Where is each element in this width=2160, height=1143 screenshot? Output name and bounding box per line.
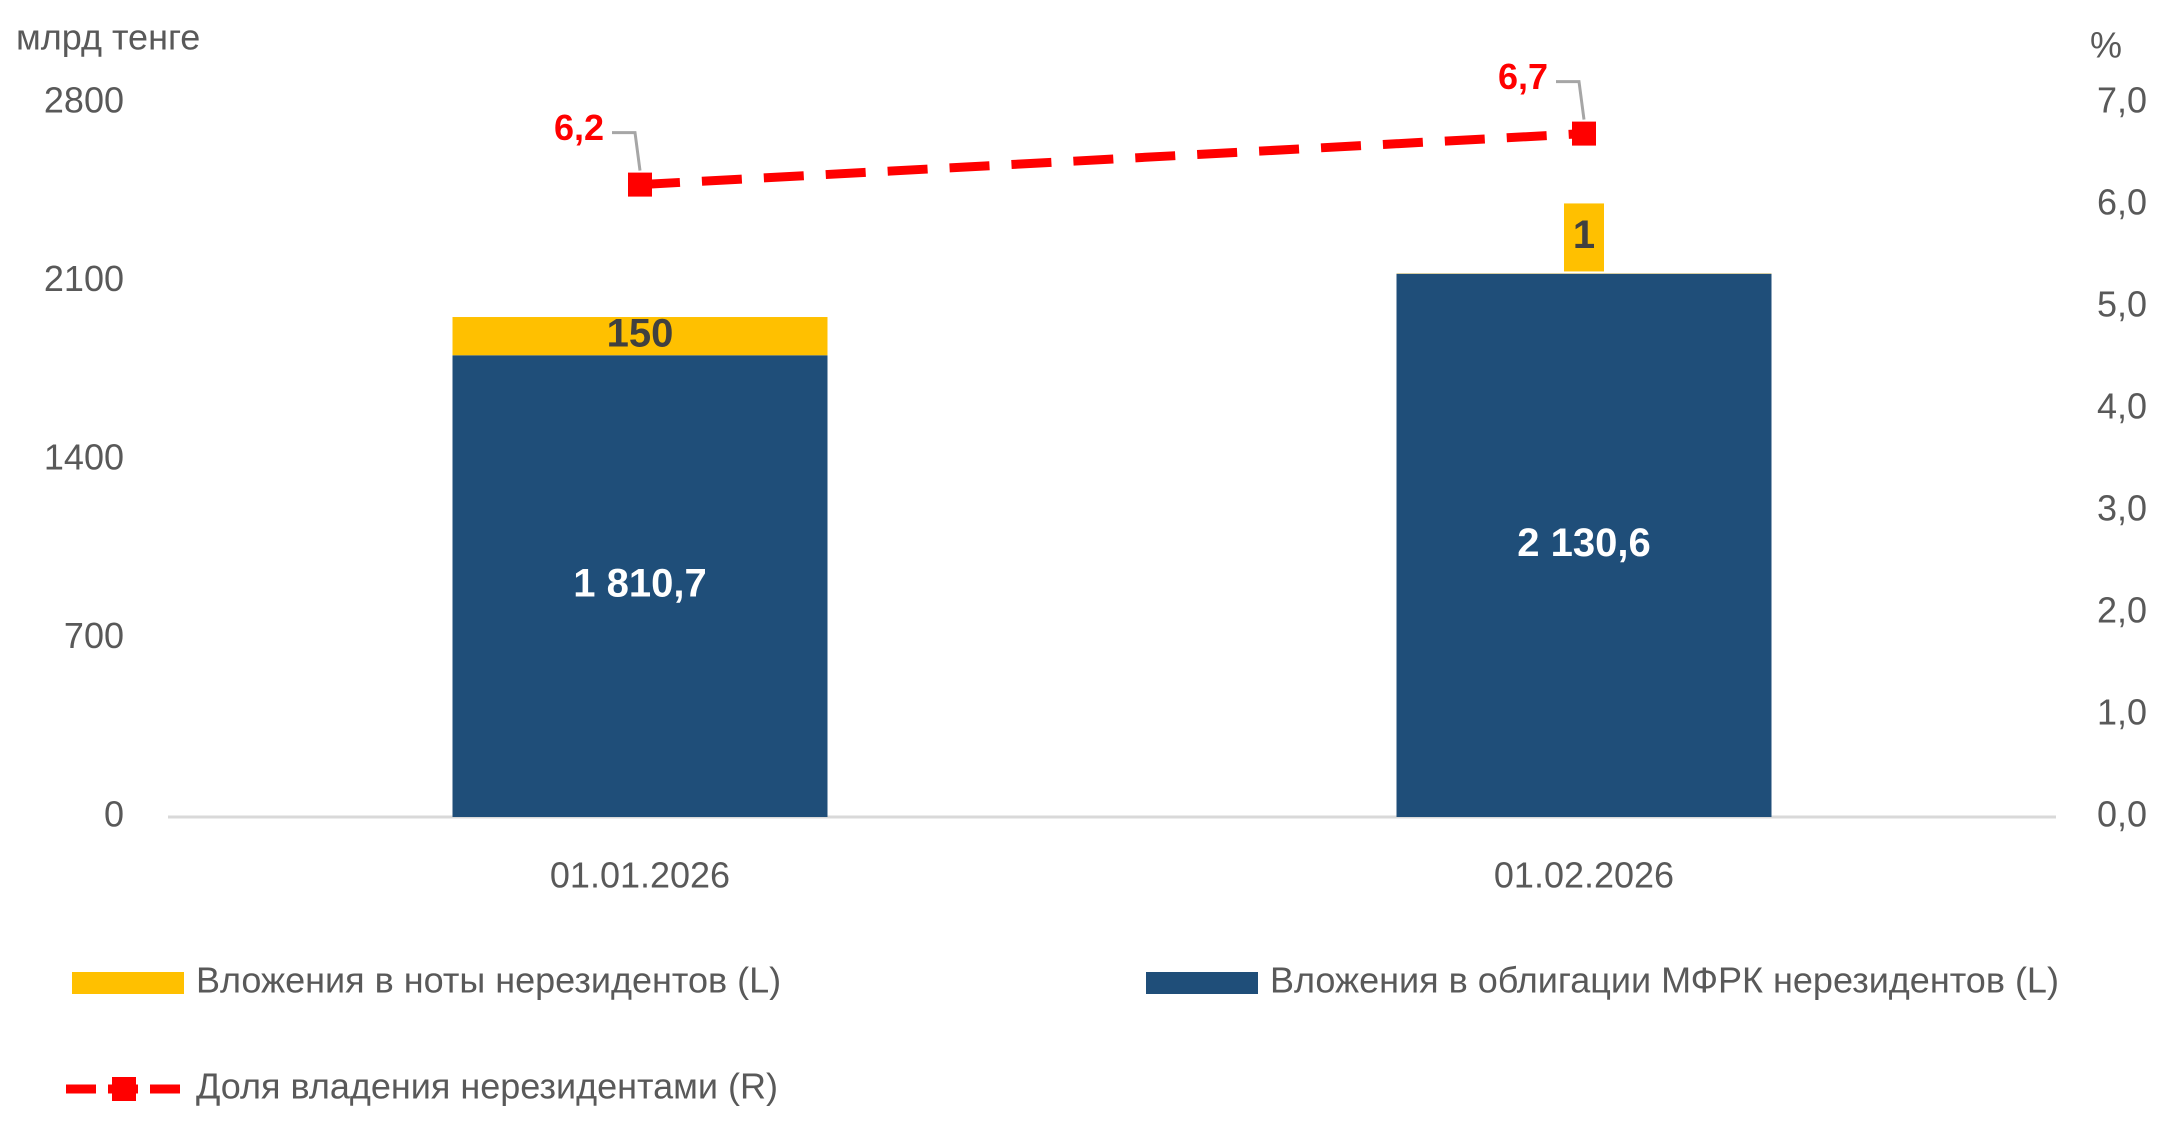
line-marker [628,172,652,197]
y-axis-title: млрд тенге [16,17,200,58]
legend-label: Вложения в облигации МФРК нерезидентов (… [1270,960,2059,1001]
legend-swatch [72,972,184,994]
y2-tick-label: 0,0 [2097,794,2147,835]
data-label: 2 130,6 [1517,521,1650,565]
y2-tick-label: 5,0 [2097,284,2147,325]
leader-line [612,131,642,171]
y-tick-label: 2800 [44,80,124,121]
legend-marker [112,1077,136,1101]
y2-tick-label: 7,0 [2097,80,2147,121]
data-label: 6,2 [554,107,604,148]
y-tick-label: 1400 [44,437,124,478]
y-tick-label: 700 [64,615,124,656]
line [639,129,1585,190]
y2-tick-label: 1,0 [2097,692,2147,733]
bar-segment [1396,273,1772,817]
leader-line [1556,80,1586,120]
data-label: 1 810,7 [573,562,706,606]
data-label: 1 [1573,213,1595,257]
data-label-box [1564,203,1604,272]
y2-tick-label: 4,0 [2097,386,2147,427]
y2-tick-label: 2,0 [2097,590,2147,631]
y2-tick-label: 3,0 [2097,488,2147,529]
bar-segment [452,355,828,817]
x-tick-label: 01.02.2026 [1494,855,1674,896]
legend-label: Доля владения нерезидентами (R) [196,1066,778,1107]
y2-tick-label: 6,0 [2097,182,2147,223]
data-label: 150 [607,312,674,356]
legend-label: Вложения в ноты нерезидентов (L) [196,960,781,1001]
legend-swatch [1146,972,1258,994]
x-tick-label: 01.01.2026 [550,855,730,896]
y-tick-label: 2100 [44,258,124,299]
bar-segment [452,317,828,356]
data-label: 6,7 [1498,56,1548,97]
line-marker [1572,121,1596,146]
y-tick-label: 0 [104,794,124,835]
y2-axis-title: % [2090,25,2122,66]
